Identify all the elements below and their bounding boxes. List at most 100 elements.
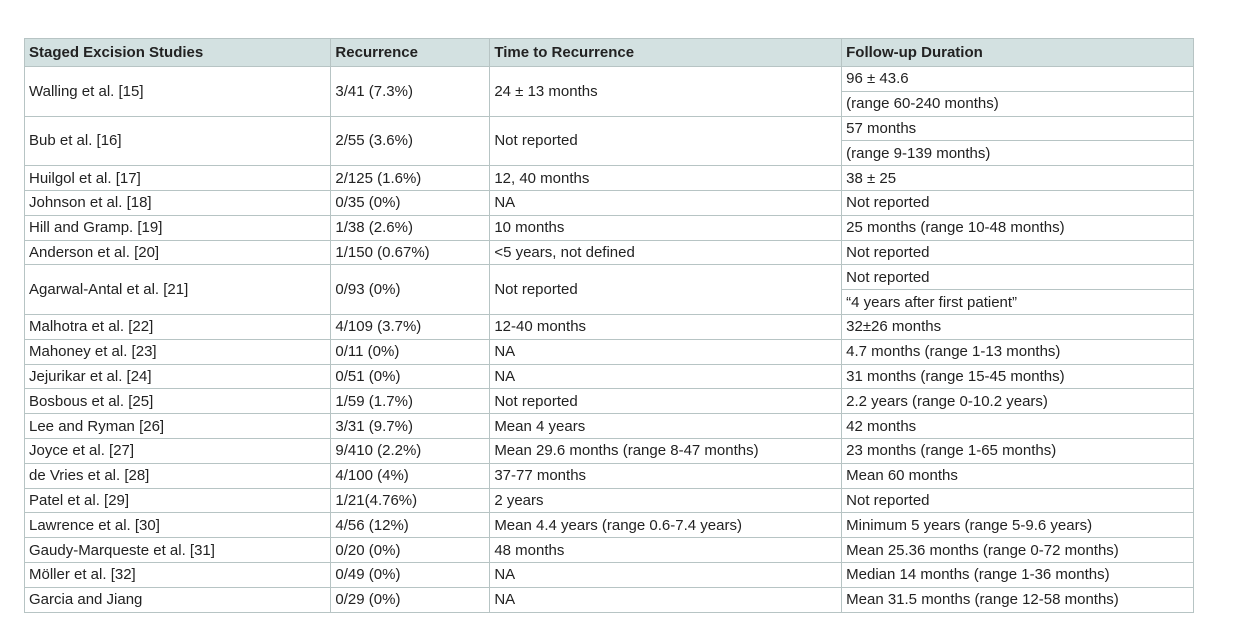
cell-time-to-recurrence: Not reported bbox=[489, 264, 843, 315]
cell-recurrence: 1/150 (0.67%) bbox=[330, 239, 491, 266]
cell-study: Malhotra et al. [22] bbox=[23, 313, 332, 340]
cell-recurrence: 0/29 (0%) bbox=[330, 586, 491, 613]
cell-study: Agarwal-Antal et al. [21] bbox=[23, 264, 332, 315]
cell-study: Johnson et al. [18] bbox=[23, 189, 332, 216]
cell-time-to-recurrence: 48 months bbox=[489, 537, 843, 563]
table-row: Garcia and Jiang 0/29 (0%) NA Mean 31.5 mon… bbox=[23, 586, 1194, 613]
table-row: Mahoney et al. [23] 0/11 (0%) NA 4.7 months… bbox=[23, 338, 1194, 365]
cell-study: Bub et al. [16] bbox=[23, 115, 332, 167]
cell-study: Huilgol et al. [17] bbox=[23, 165, 332, 191]
cell-recurrence: 1/38 (2.6%) bbox=[330, 214, 491, 241]
table-row: (range 60-240 months) bbox=[25, 90, 1194, 117]
cell-study: Lee and Ryman [26] bbox=[23, 413, 332, 439]
cell-follow-up-duration: Mean 60 months bbox=[841, 462, 1194, 489]
header-study: Staged Excision Studies bbox=[23, 38, 332, 67]
cell-follow-up-duration: 38 ± 25 bbox=[841, 165, 1194, 191]
cell-study: Hill and Gramp. [19] bbox=[23, 214, 332, 241]
cell-time-to-recurrence: 12, 40 months bbox=[489, 165, 843, 191]
cell-study: de Vries et al. [28] bbox=[23, 462, 332, 489]
table-row: Anderson et al. [20] 1/150 (0.67%) <5 year… bbox=[23, 239, 1194, 266]
cell-time-to-recurrence: Mean 29.6 months (range 8-47 months) bbox=[489, 437, 843, 464]
cell-study: Mahoney et al. [23] bbox=[23, 338, 332, 365]
cell-recurrence: 0/93 (0%) bbox=[330, 264, 491, 315]
cell-time-to-recurrence: Not reported bbox=[489, 115, 843, 167]
cell-follow-up-duration: (range 60-240 months) bbox=[841, 90, 1194, 117]
cell-time-to-recurrence: NA bbox=[489, 586, 843, 613]
cell-recurrence: 3/41 (7.3%) bbox=[330, 66, 491, 117]
cell-follow-up-duration: Mean 31.5 months (range 12-58 months) bbox=[841, 586, 1194, 613]
cell-follow-up-duration: 31 months (range 15-45 months) bbox=[841, 363, 1194, 390]
cell-recurrence: 0/20 (0%) bbox=[330, 537, 491, 563]
header-row: Staged Excision Studies Recurrence Time … bbox=[23, 38, 1194, 67]
cell-follow-up-duration: Median 14 months (range 1-36 months) bbox=[841, 561, 1194, 588]
cell-time-to-recurrence: Not reported bbox=[489, 388, 843, 415]
table-row: Malhotra et al. [22] 4/109 (3.7%) 12-40 mo… bbox=[23, 313, 1194, 340]
cell-follow-up-duration: (range 9-139 months) bbox=[841, 140, 1194, 167]
table-row: Agarwal-Antal et al. [21] 0/93 (0%) Not re… bbox=[23, 264, 1194, 315]
cell-time-to-recurrence: 10 months bbox=[489, 214, 843, 241]
cell-recurrence: 4/56 (12%) bbox=[330, 512, 491, 539]
cell-study: Lawrence et al. [30] bbox=[23, 512, 332, 539]
cell-follow-up-duration: 96 ± 43.6 bbox=[841, 66, 1194, 92]
cell-recurrence: 0/51 (0%) bbox=[330, 363, 491, 390]
header-follow-up-duration: Follow-up Duration bbox=[841, 38, 1194, 67]
cell-recurrence: 9/410 (2.2%) bbox=[330, 437, 491, 464]
cell-time-to-recurrence: 2 years bbox=[489, 487, 843, 514]
cell-recurrence: 2/125 (1.6%) bbox=[330, 165, 491, 191]
cell-follow-up-duration: 57 months bbox=[841, 115, 1194, 142]
cell-recurrence: 2/55 (3.6%) bbox=[330, 115, 491, 167]
cell-follow-up-duration: 2.2 years (range 0-10.2 years) bbox=[841, 388, 1194, 415]
cell-time-to-recurrence: NA bbox=[489, 338, 843, 365]
table-row: Patel et al. [29] 1/21(4.76%) 2 years Not r… bbox=[23, 487, 1194, 514]
table-row: Bosbous et al. [25] 1/59 (1.7%) Not report… bbox=[23, 388, 1194, 415]
table-row: Lawrence et al. [30] 4/56 (12%) Mean 4.4 y… bbox=[23, 512, 1194, 539]
table-body: Walling et al. [15] 3/41 (7.3%) 24 ± 13 mo… bbox=[23, 66, 1194, 613]
cell-time-to-recurrence: NA bbox=[489, 561, 843, 588]
table-row: Gaudy-Marqueste et al. [31] 0/20 (0%) 48 m… bbox=[23, 537, 1194, 563]
table-row: Huilgol et al. [17] 2/125 (1.6%) 12, 40 mo… bbox=[23, 165, 1194, 191]
header-time-to-recurrence: Time to Recurrence bbox=[489, 38, 843, 67]
cell-follow-up-duration: Not reported bbox=[841, 264, 1194, 291]
cell-follow-up-duration: Mean 25.36 months (range 0-72 months) bbox=[841, 537, 1194, 563]
cell-recurrence: 0/11 (0%) bbox=[330, 338, 491, 365]
header-recurrence: Recurrence bbox=[330, 38, 491, 67]
table-row: Joyce et al. [27] 9/410 (2.2%) Mean 29.6 m… bbox=[23, 437, 1194, 464]
cell-time-to-recurrence: 12-40 months bbox=[489, 313, 843, 340]
cell-recurrence: 3/31 (9.7%) bbox=[330, 413, 491, 439]
cell-study: Garcia and Jiang bbox=[23, 586, 332, 613]
table-row: (range 9-139 months) bbox=[25, 140, 1194, 167]
cell-follow-up-duration: Minimum 5 years (range 5-9.6 years) bbox=[841, 512, 1194, 539]
cell-study: Walling et al. [15] bbox=[23, 66, 332, 117]
cell-study: Jejurikar et al. [24] bbox=[23, 363, 332, 390]
cell-time-to-recurrence: Mean 4 years bbox=[489, 413, 843, 439]
table-row: Johnson et al. [18] 0/35 (0%) NA Not report… bbox=[23, 189, 1194, 216]
cell-time-to-recurrence: 24 ± 13 months bbox=[489, 66, 843, 117]
cell-time-to-recurrence: Mean 4.4 years (range 0.6-7.4 years) bbox=[489, 512, 843, 539]
cell-follow-up-duration: “4 years after first patient” bbox=[841, 289, 1194, 315]
cell-follow-up-duration: 42 months bbox=[841, 413, 1194, 439]
cell-time-to-recurrence: NA bbox=[489, 189, 843, 216]
cell-recurrence: 4/109 (3.7%) bbox=[330, 313, 491, 340]
cell-study: Gaudy-Marqueste et al. [31] bbox=[23, 537, 332, 563]
cell-follow-up-duration: Not reported bbox=[841, 189, 1194, 216]
cell-follow-up-duration: 4.7 months (range 1-13 months) bbox=[841, 338, 1194, 365]
cell-recurrence: 4/100 (4%) bbox=[330, 462, 491, 489]
table-row: Bub et al. [16] 2/55 (3.6%) Not reported 57… bbox=[23, 115, 1194, 167]
table-row: de Vries et al. [28] 4/100 (4%) 37-77 mont… bbox=[23, 462, 1194, 489]
cell-follow-up-duration: Not reported bbox=[841, 239, 1194, 266]
cell-recurrence: 1/59 (1.7%) bbox=[330, 388, 491, 415]
cell-study: Patel et al. [29] bbox=[23, 487, 332, 514]
cell-follow-up-duration: 23 months (range 1-65 months) bbox=[841, 437, 1194, 464]
table-row: Walling et al. [15] 3/41 (7.3%) 24 ± 13 mo… bbox=[23, 66, 1194, 117]
cell-time-to-recurrence: <5 years, not defined bbox=[489, 239, 843, 266]
cell-follow-up-duration: 25 months (range 10-48 months) bbox=[841, 214, 1194, 241]
cell-study: Bosbous et al. [25] bbox=[23, 388, 332, 415]
cell-recurrence: 0/49 (0%) bbox=[330, 561, 491, 588]
cell-study: Joyce et al. [27] bbox=[23, 437, 332, 464]
studies-table: Staged Excision Studies Recurrence Time … bbox=[23, 38, 1194, 613]
cell-time-to-recurrence: 37-77 months bbox=[489, 462, 843, 489]
table-row: Möller et al. [32] 0/49 (0%) NA Median 14 m… bbox=[23, 561, 1194, 588]
table-row: Lee and Ryman [26] 3/31 (9.7%) Mean 4 year… bbox=[23, 413, 1194, 439]
cell-follow-up-duration: Not reported bbox=[841, 487, 1194, 514]
cell-follow-up-duration: 32±26 months bbox=[841, 313, 1194, 340]
